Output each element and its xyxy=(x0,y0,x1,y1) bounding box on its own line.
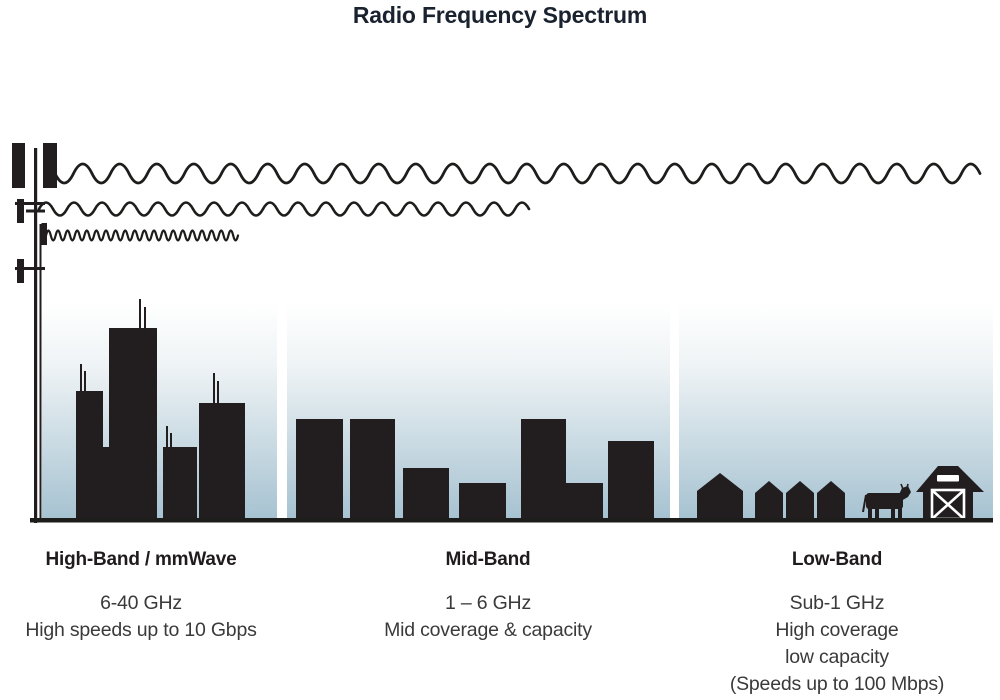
skyscraper-city-icon xyxy=(76,299,245,520)
mid-band-label-block: Mid-Band 1 – 6 GHz Mid coverage & capaci… xyxy=(348,549,628,644)
low-band-capacity: low capacity xyxy=(785,646,889,668)
high-band-label-block: High-Band / mmWave 6-40 GHz High speeds … xyxy=(1,549,281,644)
radio-waves xyxy=(37,162,982,242)
high-band-description: High speeds up to 10 Gbps xyxy=(25,619,257,641)
low-band-frequency: Sub-1 GHz xyxy=(789,592,885,614)
low-band-coverage: High coverage xyxy=(775,619,899,641)
cell-tower-icon xyxy=(12,143,57,523)
mid-rise-buildings-icon xyxy=(296,419,654,520)
low-band-label-block: Low-Band Sub-1 GHz High coverage low cap… xyxy=(687,549,987,698)
spectrum-illustration xyxy=(12,143,993,523)
low-band-title: Low-Band xyxy=(791,549,883,570)
high-band-frequency: 6-40 GHz xyxy=(100,592,182,614)
long-wavelength-wave-icon xyxy=(53,162,982,185)
barn-icon xyxy=(916,466,984,521)
mid-band-frequency: 1 – 6 GHz xyxy=(445,592,531,614)
houses-icon xyxy=(697,473,845,520)
rooftop-antennas xyxy=(80,299,219,448)
barn-door xyxy=(930,488,966,521)
low-band-speed: (Speeds up to 100 Mbps) xyxy=(729,673,945,695)
barn-hayloft-slot xyxy=(937,475,959,482)
high-band-title: High-Band / mmWave xyxy=(45,549,237,570)
mid-band-description: Mid coverage & capacity xyxy=(384,619,592,641)
medium-wavelength-wave-icon xyxy=(37,201,531,217)
cow-icon xyxy=(862,483,911,519)
short-wavelength-wave-icon xyxy=(44,229,240,242)
ground-line xyxy=(30,518,993,523)
page-title: Radio Frequency Spectrum xyxy=(352,2,648,28)
mid-band-title: Mid-Band xyxy=(445,549,531,570)
